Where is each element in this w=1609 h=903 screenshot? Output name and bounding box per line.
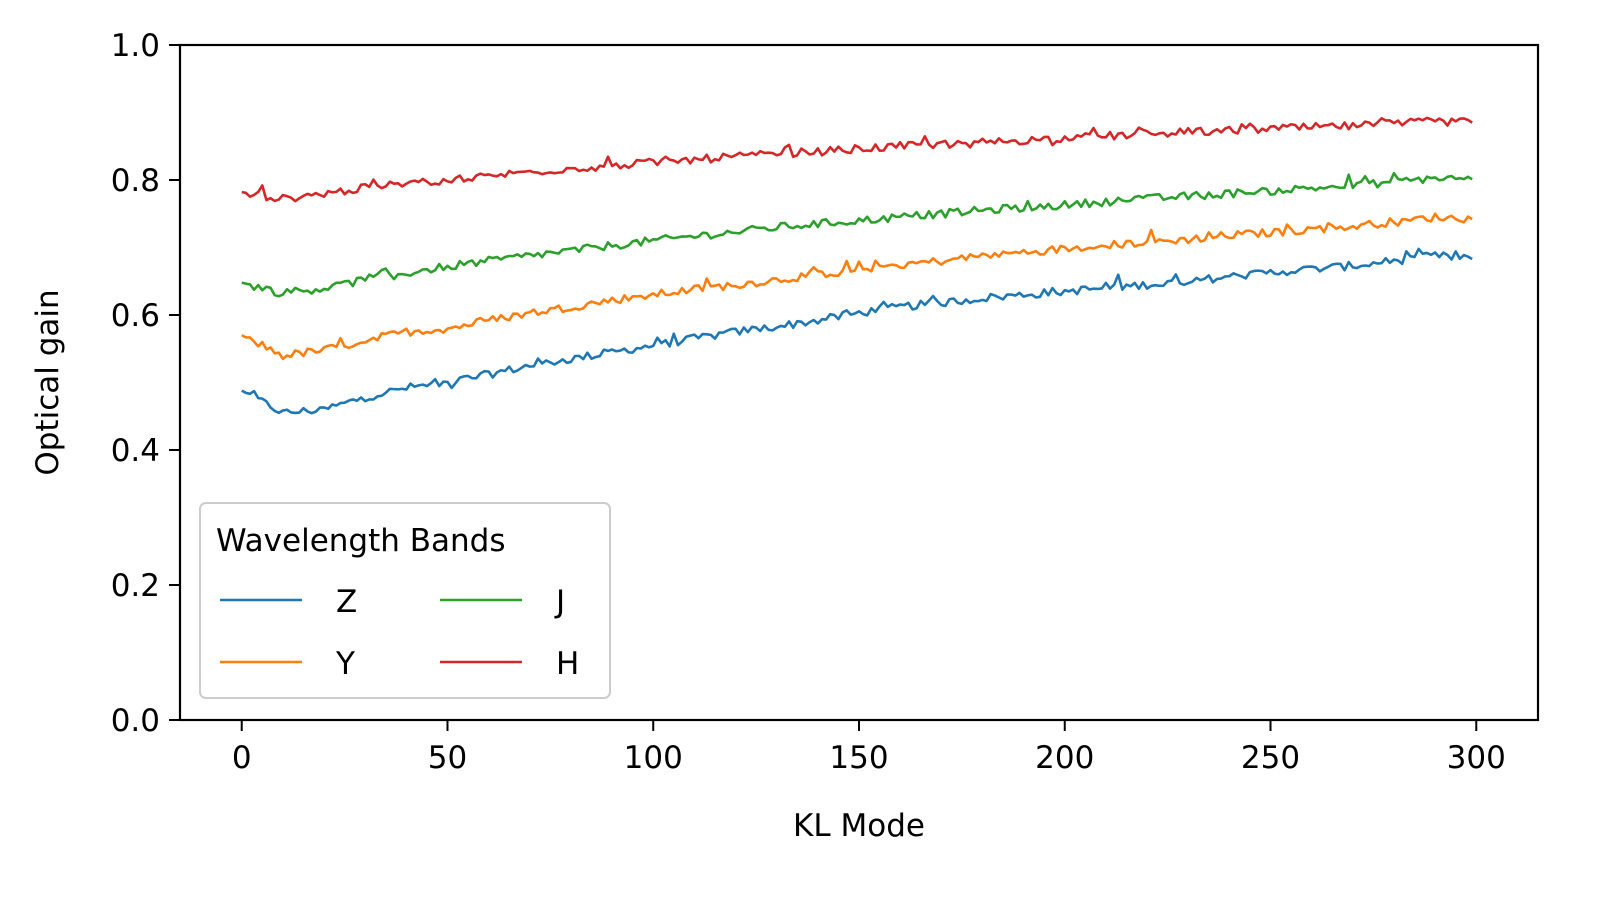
legend-label-z: Z bbox=[336, 584, 357, 620]
x-tick-label: 50 bbox=[428, 740, 467, 776]
y-tick-label: 0.8 bbox=[111, 163, 160, 199]
x-axis-label: KL Mode bbox=[793, 808, 925, 844]
x-tick-label: 200 bbox=[1035, 740, 1094, 776]
series-layer bbox=[241, 116, 1473, 415]
series-line-h bbox=[241, 116, 1473, 203]
series-line-z bbox=[241, 247, 1473, 415]
legend-box bbox=[199, 502, 611, 699]
y-axis-label: Optical gain bbox=[30, 289, 66, 475]
axes-layer: 0 50 100 150 200 250 300 0.0 0.2 0.4 0.6 0.8 1.0 KL M… bbox=[30, 28, 1540, 844]
legend: Wavelength Bands ZY JH bbox=[199, 502, 611, 699]
y-tick-label: 1.0 bbox=[111, 28, 160, 64]
legend-label-y: Y bbox=[335, 646, 355, 682]
legend-label-h: H bbox=[556, 646, 579, 682]
x-tick-label: 250 bbox=[1241, 740, 1300, 776]
y-tick-label: 0.0 bbox=[111, 703, 160, 739]
x-tick-label: 0 bbox=[232, 740, 252, 776]
x-tick-label: 150 bbox=[829, 740, 888, 776]
x-tick-label: 300 bbox=[1447, 740, 1506, 776]
series-line-j bbox=[241, 171, 1473, 298]
legend-title: Wavelength Bands bbox=[216, 523, 506, 559]
y-tick-label: 0.2 bbox=[111, 568, 160, 604]
legend-label-j: J bbox=[554, 584, 565, 620]
x-tick-label: 100 bbox=[624, 740, 683, 776]
y-tick-label: 0.6 bbox=[111, 298, 160, 334]
series-line-y bbox=[241, 212, 1473, 361]
y-tick-label: 0.4 bbox=[111, 433, 160, 469]
